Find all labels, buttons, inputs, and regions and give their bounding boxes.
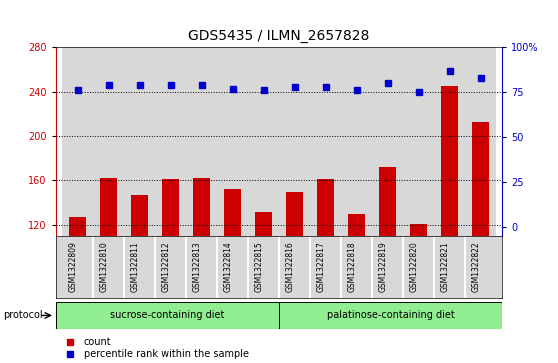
Bar: [465, 47, 496, 236]
Bar: [155, 47, 186, 236]
Bar: [248, 47, 279, 236]
Bar: [403, 47, 434, 236]
Bar: [279, 302, 502, 329]
Bar: [310, 47, 341, 236]
Bar: [193, 178, 210, 236]
Bar: [317, 179, 334, 236]
Bar: [186, 47, 217, 236]
Bar: [69, 217, 86, 236]
Bar: [341, 47, 372, 236]
Bar: [372, 47, 403, 236]
Bar: [217, 47, 248, 236]
Text: GSM1322819: GSM1322819: [378, 241, 387, 291]
Bar: [162, 179, 179, 236]
Bar: [100, 178, 117, 236]
Bar: [441, 86, 458, 236]
Text: GSM1322821: GSM1322821: [440, 241, 450, 291]
Bar: [56, 302, 279, 329]
Bar: [348, 214, 365, 236]
Text: GSM1322809: GSM1322809: [69, 241, 78, 292]
Text: GSM1322822: GSM1322822: [472, 241, 480, 291]
Text: GSM1322820: GSM1322820: [410, 241, 418, 291]
Bar: [472, 122, 489, 236]
Bar: [224, 189, 241, 236]
Title: GDS5435 / ILMN_2657828: GDS5435 / ILMN_2657828: [188, 29, 370, 44]
Bar: [279, 47, 310, 236]
Text: GSM1322816: GSM1322816: [286, 241, 295, 291]
Text: GSM1322811: GSM1322811: [131, 241, 140, 291]
Bar: [434, 47, 465, 236]
Text: GSM1322815: GSM1322815: [254, 241, 263, 291]
Text: GSM1322810: GSM1322810: [99, 241, 108, 291]
Text: GSM1322818: GSM1322818: [348, 241, 357, 291]
Bar: [379, 167, 396, 236]
Text: GSM1322817: GSM1322817: [316, 241, 325, 291]
Bar: [124, 47, 155, 236]
Bar: [255, 212, 272, 236]
Legend: count, percentile rank within the sample: count, percentile rank within the sample: [61, 337, 249, 359]
Text: GSM1322812: GSM1322812: [161, 241, 171, 291]
Bar: [62, 47, 93, 236]
Text: GSM1322814: GSM1322814: [224, 241, 233, 291]
Bar: [410, 224, 427, 236]
Bar: [131, 195, 148, 236]
Text: palatinose-containing diet: palatinose-containing diet: [327, 310, 454, 321]
Bar: [286, 192, 303, 236]
Text: GSM1322813: GSM1322813: [193, 241, 201, 291]
Bar: [93, 47, 124, 236]
Text: sucrose-containing diet: sucrose-containing diet: [110, 310, 224, 321]
Text: protocol: protocol: [3, 310, 42, 321]
